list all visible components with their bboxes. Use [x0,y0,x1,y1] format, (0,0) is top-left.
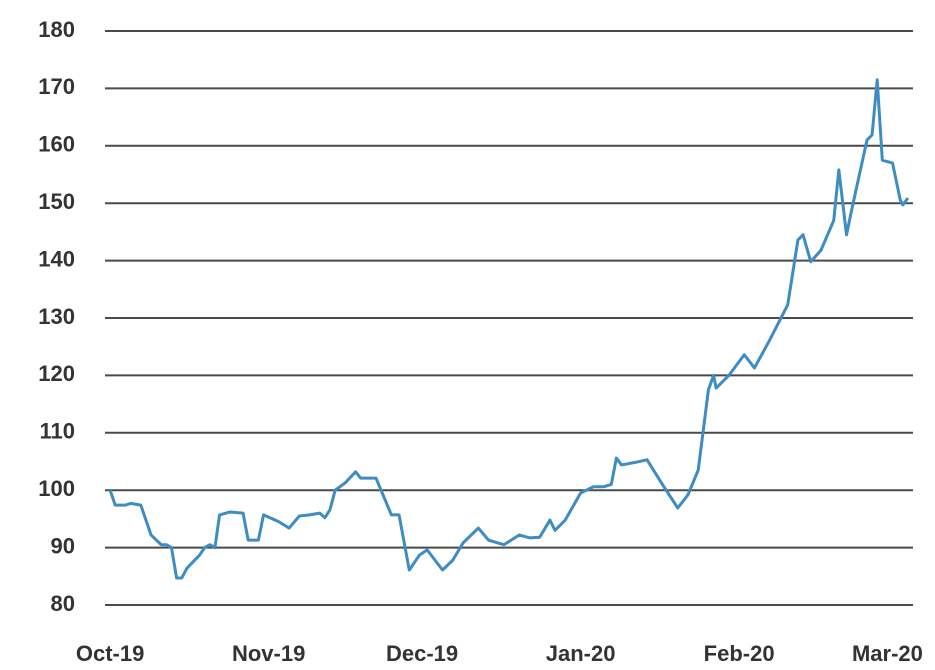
x-tick-label: Mar-20 [852,641,923,666]
x-tick-label: Jan-20 [546,641,616,666]
y-tick-label: 150 [38,189,75,214]
y-tick-label: 130 [38,304,75,329]
x-tick-label: Dec-19 [386,641,458,666]
data-line [108,78,910,580]
y-tick-label: 80 [51,591,75,616]
x-tick-label: Oct-19 [76,641,144,666]
y-tick-label: 120 [38,361,75,386]
y-tick-label: 180 [38,17,75,42]
x-tick-label: Feb-20 [704,641,775,666]
x-tick-label: Nov-19 [232,641,305,666]
y-tick-label: 170 [38,74,75,99]
y-tick-label: 140 [38,246,75,271]
y-tick-label: 160 [38,132,75,157]
y-tick-label: 90 [51,533,75,558]
y-tick-label: 100 [38,476,75,501]
y-tick-label: 110 [40,419,76,444]
